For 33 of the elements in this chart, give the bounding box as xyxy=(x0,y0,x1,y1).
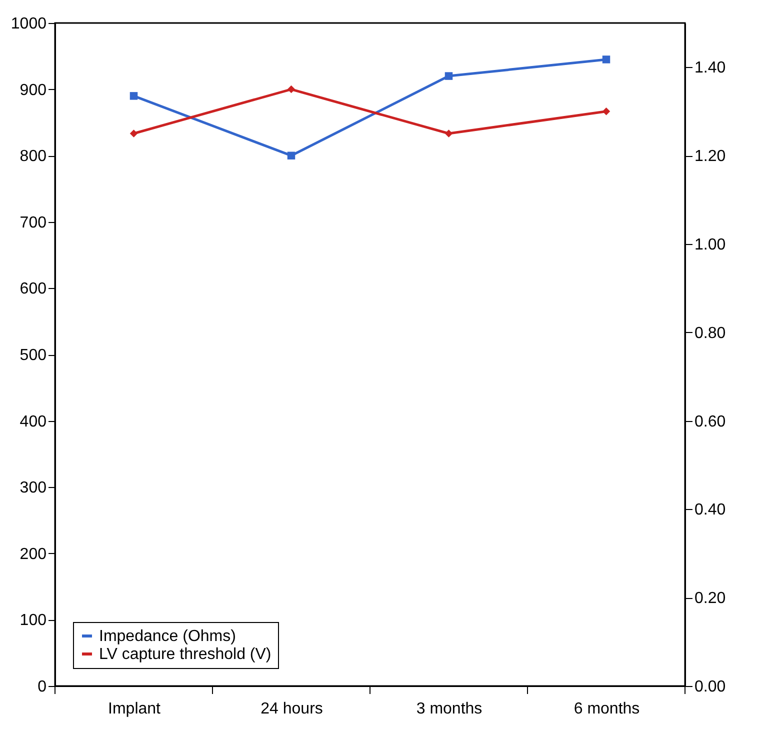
y-tick-label: 800 xyxy=(20,148,47,166)
x-tick-label: 6 months xyxy=(574,700,640,718)
y2-tick-label: 0.20 xyxy=(694,590,726,608)
y2-tick-label: 0.40 xyxy=(694,502,726,519)
y2-tick-label: 1.20 xyxy=(694,148,726,166)
y2-tick-label: 1.00 xyxy=(694,236,726,254)
y-tick-label: 700 xyxy=(20,214,47,232)
point xyxy=(444,72,453,80)
y2-tick-label: 1.40 xyxy=(694,60,726,77)
x-tick-label: 24 hours xyxy=(260,700,323,718)
y-tick-label: 200 xyxy=(20,546,47,563)
x-tick-label: Implant xyxy=(108,700,162,718)
legend-label: Impedance (Ohms) xyxy=(99,628,236,645)
y-tick-label: 900 xyxy=(20,82,47,99)
x-tick-label: 3 months xyxy=(416,700,482,718)
y-tick-label: 500 xyxy=(20,347,47,364)
point xyxy=(287,85,296,94)
y2-tick-label: 0.00 xyxy=(694,678,726,696)
y-tick-label: 600 xyxy=(20,280,47,298)
point xyxy=(130,92,138,100)
point xyxy=(287,152,296,160)
y-tick-label: 1000 xyxy=(10,16,47,32)
legend-label: LV capture threshold (V) xyxy=(99,646,272,663)
y2-tick-label: 0.60 xyxy=(694,413,726,430)
y-tick-label: 0 xyxy=(38,678,47,696)
point xyxy=(130,130,138,138)
point xyxy=(602,108,610,116)
point xyxy=(444,130,453,138)
y-tick-label: 400 xyxy=(20,413,47,430)
y2-tick-label: 0.80 xyxy=(694,324,726,342)
point xyxy=(602,56,610,64)
y-tick-label: 100 xyxy=(20,612,47,630)
y-tick-label: 300 xyxy=(20,480,47,497)
